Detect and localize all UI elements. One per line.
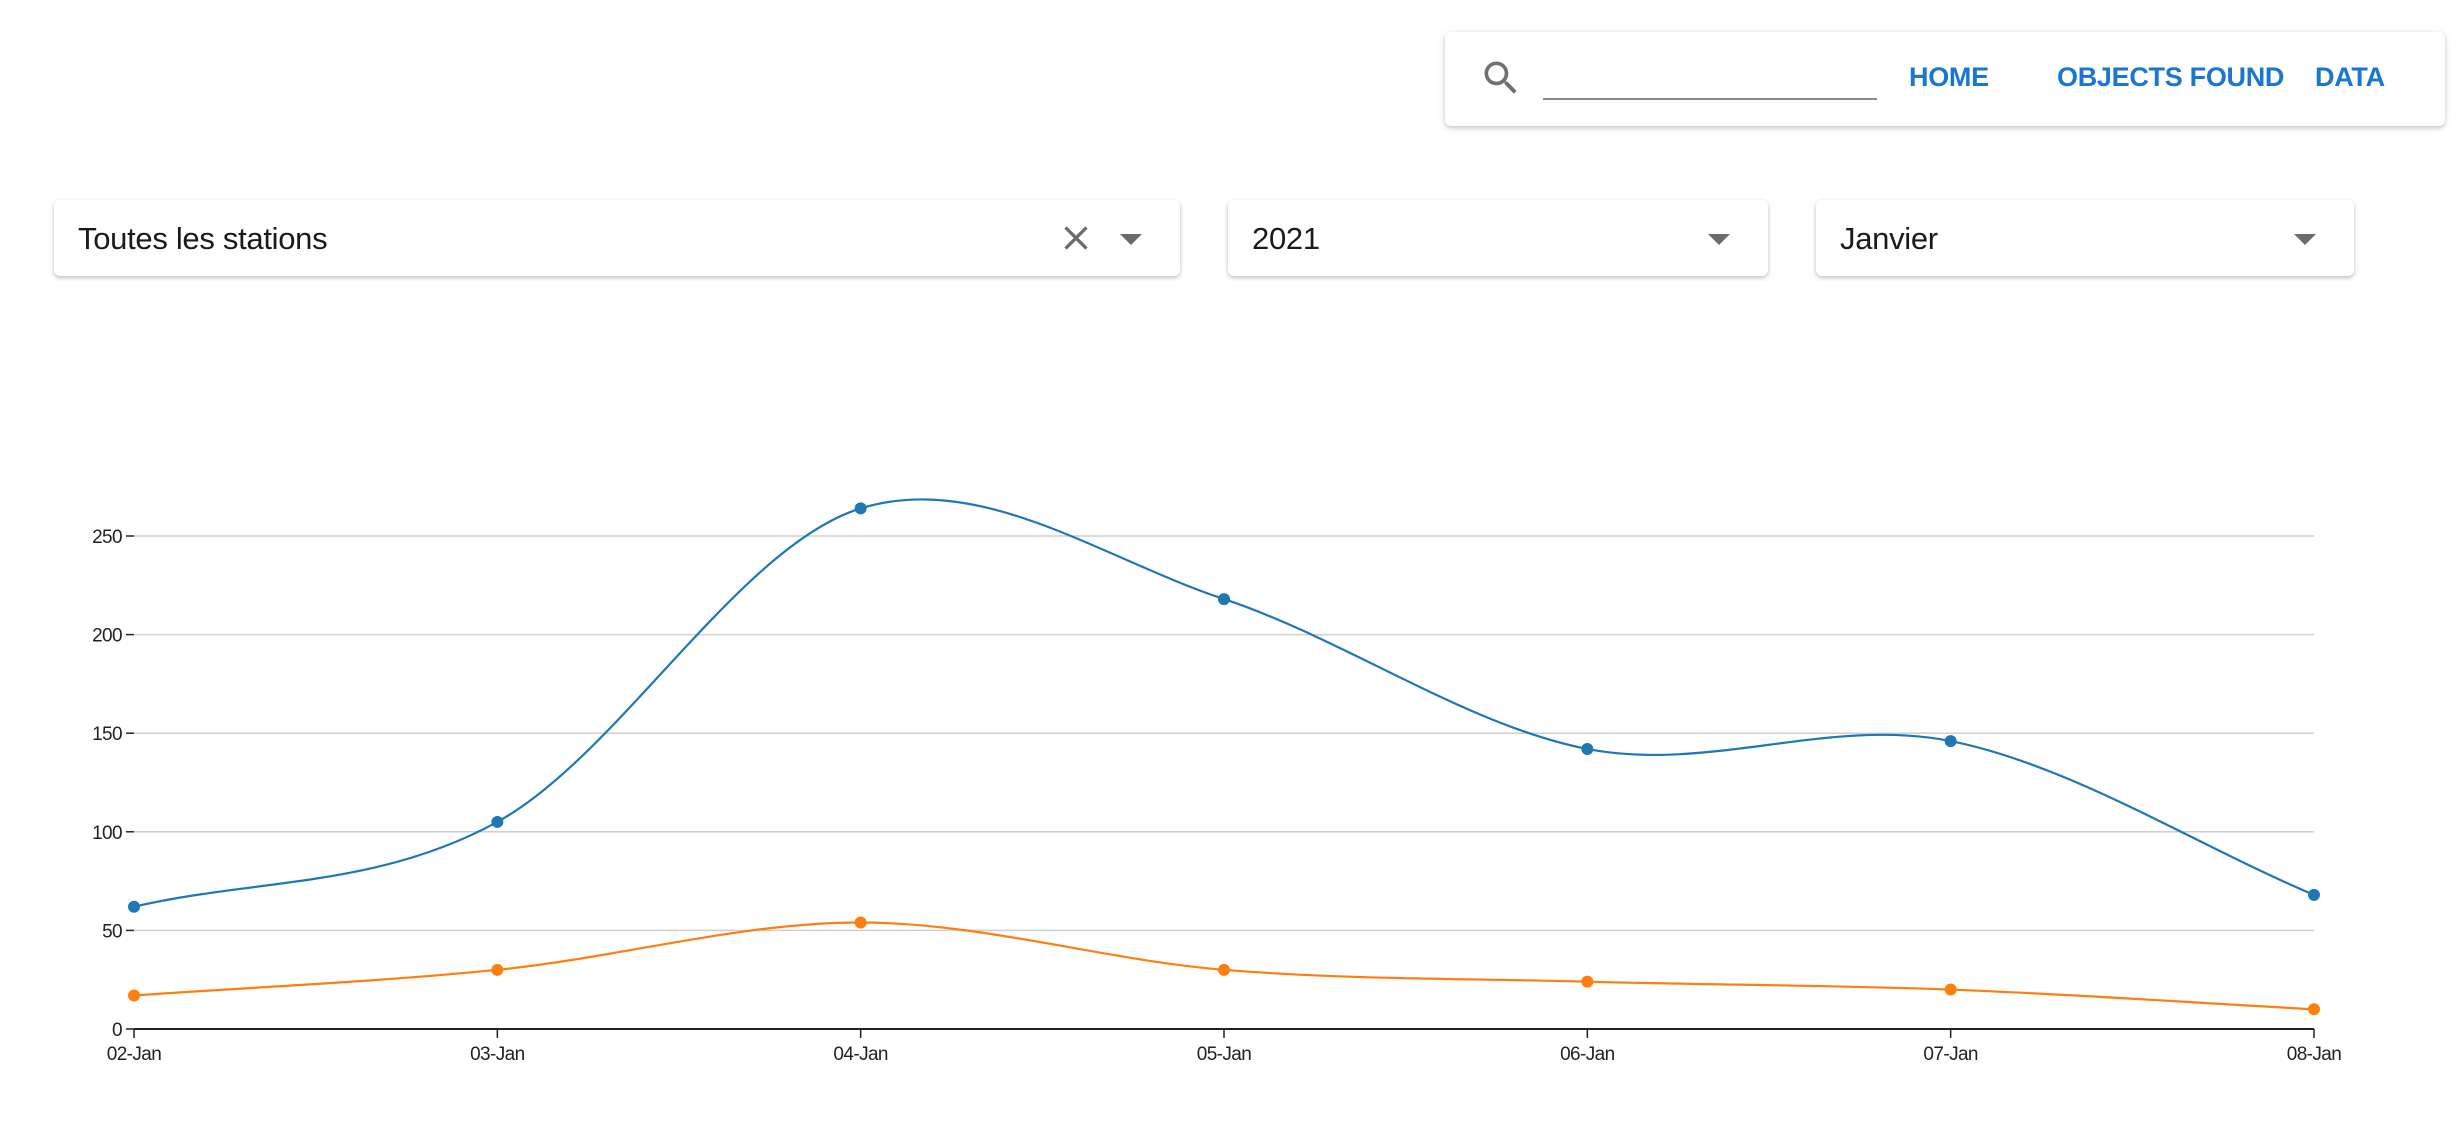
data-point[interactable] [1218,593,1230,606]
y-tick-label: 200 [92,626,122,647]
y-tick-label: 250 [92,527,122,548]
data-point[interactable] [1581,742,1594,755]
series-layer [128,498,2320,1016]
y-tick-label: 100 [92,823,122,844]
x-tick-label: 08-Jan [2287,1044,2342,1065]
chevron-down-icon[interactable] [2294,234,2316,245]
data-point[interactable] [128,900,140,913]
data-point[interactable] [1944,735,1957,748]
data-point[interactable] [2308,1003,2320,1016]
search-icon[interactable] [1479,56,1523,100]
x-tick-label: 05-Jan [1197,1044,1252,1065]
data-point[interactable] [128,989,140,1002]
search-input[interactable] [1543,52,1877,100]
station-select-value: Toutes les stations [78,221,328,256]
line-chart: 0 50 100 150 200 250 02-Jan 03-Jan 04-Jan 05-Jan 0… [92,498,2342,1065]
month-select[interactable]: Janvier [1816,200,2354,276]
clear-icon[interactable] [1056,218,1096,258]
series-1 [128,498,2320,913]
year-select[interactable]: 2021 [1228,200,1768,276]
nav-link-data[interactable]: DATA [2315,62,2385,92]
data-point[interactable] [1581,975,1594,988]
year-select-value: 2021 [1252,221,1320,256]
nav-link-home[interactable]: HOME [1909,62,1989,92]
y-tick-label: 50 [102,921,122,942]
y-tick-label: 150 [92,724,122,745]
grid-lines [134,535,2314,932]
series-line [133,498,2315,908]
x-tick-label: 07-Jan [1923,1044,1978,1065]
data-point[interactable] [1944,983,1957,996]
data-point[interactable] [854,916,867,929]
data-point[interactable] [491,963,504,976]
series-2 [128,916,2320,1016]
y-tick-label: 0 [112,1020,122,1041]
data-point[interactable] [2308,888,2320,901]
axes: 0 50 100 150 200 250 02-Jan 03-Jan 04-Jan 05-Jan 0… [92,527,2342,1065]
nav-link-objects-found[interactable]: OBJECTS FOUND [2057,62,2285,92]
station-select[interactable]: Toutes les stations [54,200,1180,276]
data-point[interactable] [854,502,867,515]
data-point[interactable] [1218,963,1230,976]
x-tick-label: 02-Jan [107,1044,162,1065]
top-navigation-bar: HOME OBJECTS FOUND DATA [1445,32,2445,126]
chevron-down-icon[interactable] [1120,234,1142,245]
month-select-value: Janvier [1840,221,1938,256]
x-tick-label: 06-Jan [1560,1044,1615,1065]
chevron-down-icon[interactable] [1708,234,1730,245]
x-tick-label: 04-Jan [833,1044,888,1065]
data-point[interactable] [491,815,504,828]
x-tick-label: 03-Jan [470,1044,525,1065]
